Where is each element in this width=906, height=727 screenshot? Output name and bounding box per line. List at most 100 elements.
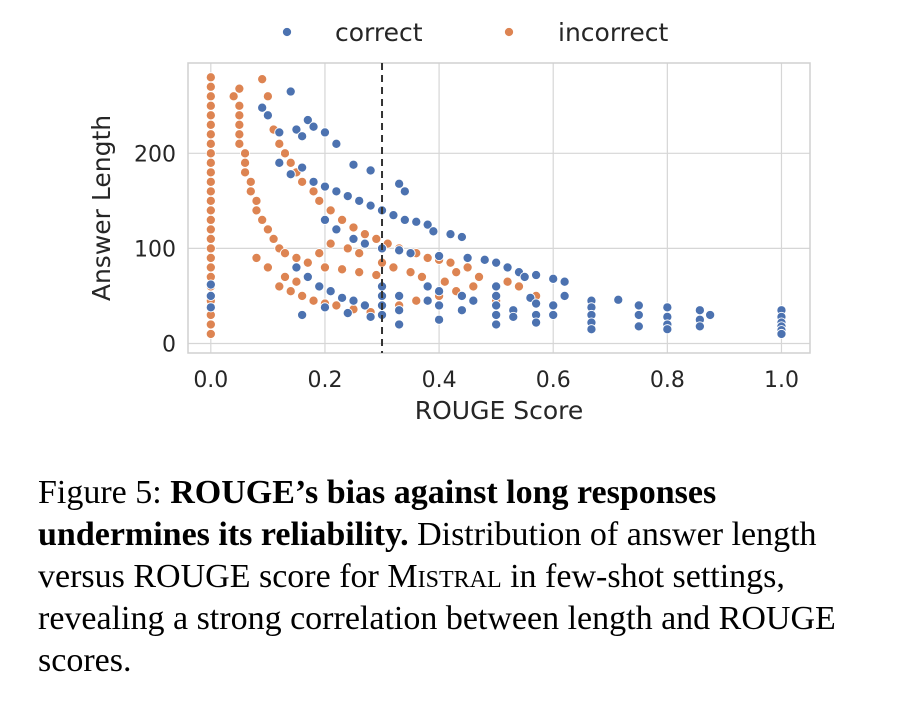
point-correct [262,110,273,121]
point-incorrect [337,214,348,225]
point-correct [325,286,336,297]
point-incorrect [205,233,216,244]
point-incorrect [297,176,308,187]
point-correct [776,328,787,340]
x-tick-labels: 0.0 0.2 0.4 0.6 0.8 1.0 [193,368,799,393]
x-tick-label: 1.0 [764,368,799,393]
point-correct [205,279,216,290]
point-correct [456,231,467,243]
point-correct [531,317,542,328]
point-correct [491,290,502,302]
point-correct [394,290,405,302]
point-correct [479,254,490,265]
point-correct [613,294,624,305]
point-correct [633,300,644,311]
point-incorrect [205,81,216,92]
point-correct [462,252,473,263]
point-correct [468,295,479,306]
point-incorrect [388,262,399,273]
point-correct [491,257,502,268]
point-incorrect [319,262,331,273]
point-incorrect [228,91,239,102]
point-incorrect [279,248,291,259]
point-correct [285,169,296,180]
point-correct [399,186,410,197]
point-incorrect [234,119,245,130]
y-tick-label: 200 [134,142,176,167]
point-incorrect [314,248,325,259]
point-correct [331,224,342,235]
y-axis-label: Answer Length [87,115,116,301]
x-tick-label: 0.2 [307,368,342,393]
point-correct [257,102,268,113]
point-incorrect [251,252,262,263]
point-incorrect [257,214,268,225]
data-points [205,72,787,340]
point-correct [633,321,644,332]
point-incorrect [262,91,273,102]
point-correct [411,216,422,227]
point-correct [342,308,353,319]
caption-bold-text: ROUGE’s bias against long responses unde… [38,474,717,553]
figure-caption: Figure 5: ROUGE’s bias against long resp… [38,472,868,682]
legend-marker-correct [281,26,293,38]
point-incorrect [251,205,262,216]
y-tick-label: 100 [134,237,176,262]
point-incorrect [513,281,525,292]
point-incorrect [205,195,216,206]
point-correct [274,157,285,168]
point-incorrect [240,167,251,178]
point-incorrect [274,281,285,292]
point-correct [559,276,570,287]
point-correct [662,324,673,335]
point-incorrect [285,286,296,297]
point-correct [705,309,716,321]
point-correct [456,290,467,302]
point-incorrect [205,110,216,121]
point-incorrect [205,167,216,178]
point-incorrect [337,264,348,275]
point-correct [694,305,705,316]
point-correct [422,281,433,292]
point-incorrect [262,262,273,273]
point-incorrect [205,138,216,149]
point-correct [331,138,342,149]
point-correct [319,181,331,192]
point-incorrect [285,157,296,168]
point-correct [633,309,644,321]
point-incorrect [251,195,262,206]
point-incorrect [291,252,302,263]
model-name: Mistral [387,558,502,595]
point-incorrect [205,100,216,111]
point-incorrect [245,186,256,197]
point-incorrect [205,205,216,216]
point-incorrect [234,138,245,149]
point-incorrect [308,295,319,306]
point-correct [308,121,319,132]
caption-text-end: in few-shot settings, revealing a strong… [38,558,836,679]
point-correct [531,269,542,281]
point-correct [491,319,502,330]
point-correct [342,191,353,202]
point-correct [319,214,331,225]
point-correct [291,262,302,273]
point-correct [502,262,513,273]
point-incorrect [234,83,245,94]
point-correct [508,311,519,322]
point-correct [205,302,216,313]
point-correct [388,210,399,221]
point-incorrect [314,195,325,206]
point-incorrect [451,267,462,278]
point-correct [205,290,216,302]
point-correct [422,295,433,306]
point-correct [434,250,445,262]
point-incorrect [205,252,216,263]
legend-label-correct: correct [335,18,423,47]
y-tick-labels: 0 100 200 [134,142,176,357]
point-correct [519,271,530,282]
point-incorrect [422,252,433,263]
point-incorrect [205,186,216,197]
point-correct [331,186,342,197]
point-correct [365,165,376,176]
legend-label-incorrect: incorrect [558,18,669,47]
